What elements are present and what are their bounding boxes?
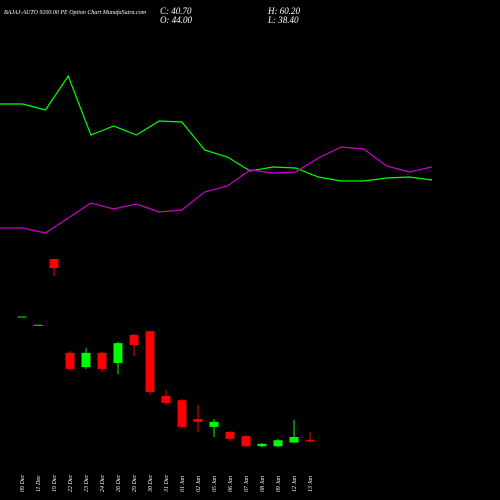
candle-body (225, 431, 235, 439)
x-tick-label: 11 Dec (36, 475, 42, 492)
candle-body (305, 439, 315, 442)
candle-body (129, 334, 139, 345)
candle-body (289, 437, 299, 443)
x-tick-label: 31 Dec (164, 475, 170, 493)
x-tick-label: 19 Dec (52, 475, 58, 492)
candle-body (81, 352, 91, 368)
low-label: L: 38.40 (267, 15, 299, 25)
indicator-line (0, 74, 433, 182)
x-tick-label: 09 Dec (20, 475, 26, 492)
candle-body (257, 443, 267, 447)
x-tick-label: 22 Dec (68, 475, 74, 492)
candle-body (113, 343, 123, 363)
candle-body (65, 352, 75, 369)
candle-body (193, 419, 203, 422)
x-tick-label: 23 Dec (84, 475, 90, 492)
candle-body (17, 316, 27, 318)
x-tick-label: 24 Dec (99, 475, 106, 492)
x-tick-label: 06 Jan (228, 476, 234, 492)
high-label: H: 60.20 (267, 6, 300, 16)
open-label: O: 44.00 (160, 15, 192, 25)
candle-body (97, 352, 107, 369)
candle-body (177, 400, 187, 427)
x-tick-label: 02 Jan (196, 476, 202, 492)
x-tick-label: 08 Jan (260, 476, 266, 492)
x-tick-label: 05 Jan (212, 476, 218, 492)
x-tick-label: 29 Dec (132, 475, 138, 492)
candle-body (241, 436, 251, 447)
chart-title: BAJAJ-AUTO 9200.00 PE Option Chart Munaf… (4, 9, 147, 16)
x-tick-label: 07 Jan (244, 476, 250, 492)
x-tick-label: 01 Jan (180, 476, 186, 492)
close-label: C: 40.70 (160, 6, 192, 16)
candle-body (49, 258, 59, 269)
x-tick-label: 12 Jan (292, 476, 298, 492)
candle-body (145, 331, 155, 392)
candle-body (273, 440, 283, 447)
candle-body (209, 421, 219, 427)
candle-body (161, 396, 171, 403)
x-tick-label: 09 Jan (276, 476, 282, 492)
x-tick-label: 30 Dec (148, 475, 154, 493)
x-tick-label: 13 Jan (308, 476, 314, 492)
x-tick-label: 26 Dec (116, 475, 122, 492)
indicator-line (0, 146, 433, 234)
candle-body (33, 324, 43, 326)
